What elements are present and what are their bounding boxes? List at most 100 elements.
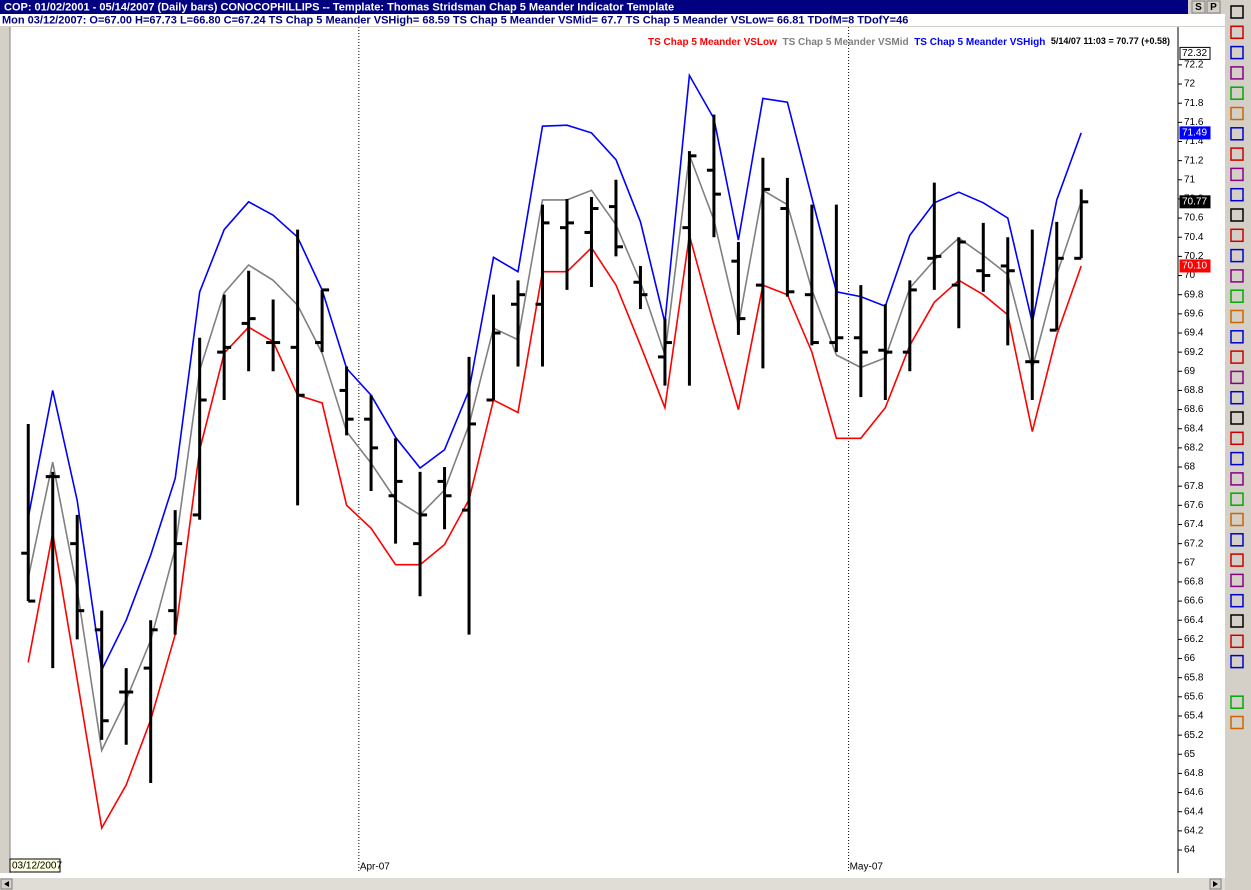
y-tick-label: 69.4 [1184,328,1204,339]
toolbar-icon[interactable] [1230,248,1244,263]
y-tick-label: 67.4 [1184,519,1204,530]
header-button[interactable] [1191,0,1206,14]
y-tick-label: 71.4 [1184,136,1204,147]
y-tick-label: 65.2 [1184,730,1204,741]
chart-title: COP: 01/02/2001 - 05/14/2007 (Daily bars… [4,1,674,13]
toolbar-icon[interactable] [1230,451,1244,466]
y-tick-label: 72.2 [1184,60,1204,71]
toolbar-icon[interactable] [1230,350,1244,364]
y-tick-label: 67.6 [1184,500,1204,511]
toolbar-icon[interactable] [1230,390,1244,405]
price-marker [1179,126,1211,140]
data-window: Mon 03/12/2007: O=67.00 H=67.73 L=66.80 … [2,14,908,26]
price-marker-label: 70.77 [1182,196,1207,207]
scroll-left-arrow [4,881,9,887]
toolbar-icon[interactable] [1230,573,1244,588]
y-tick-label: 70.4 [1184,232,1204,243]
toolbar-icon[interactable] [1230,147,1244,161]
y-tick-label: 70.6 [1184,213,1204,224]
data-window-bg [0,14,1225,26]
toolbar-icon[interactable] [1230,309,1244,324]
y-tick-label: 69.2 [1184,347,1204,358]
toolbar-icon[interactable] [1230,86,1244,100]
y-tick-label: 65.6 [1184,691,1204,702]
y-tick-label: 66.6 [1184,596,1204,607]
legend-entry: TS Chap 5 Meander VSMid [782,37,908,48]
y-tick-label: 68.2 [1184,443,1204,454]
toolbar-icon[interactable] [1230,5,1244,19]
y-tick-label: 65.8 [1184,672,1204,683]
toolbar-icon[interactable] [1230,654,1244,669]
plot-area [10,27,1178,873]
y-tick-label: 68 [1184,462,1196,473]
indicator-line [27,235,1082,831]
legend-entry: TS Chap 5 Meander VSHigh [914,37,1045,48]
y-tick-label: 65.4 [1184,711,1204,722]
toolbar-icon[interactable] [1230,512,1244,527]
toolbar-icon[interactable] [1230,127,1244,141]
y-tick-label: 68.6 [1184,404,1204,415]
toolbar-icon[interactable] [1230,431,1244,446]
toolbar-icon[interactable] [1230,45,1244,60]
toolbar-icon[interactable] [1230,593,1244,608]
toolbar-icon[interactable] [1230,187,1244,202]
toolbar-icon[interactable] [1230,106,1244,121]
y-tick-label: 64.4 [1184,806,1204,817]
scrollbar[interactable] [0,878,1225,890]
indicator-line [27,154,1082,754]
toolbar-icon[interactable] [1230,634,1244,649]
toolbar-icon[interactable] [1230,228,1244,243]
toolbar-icon[interactable] [1230,167,1244,182]
price-marker [1179,195,1211,209]
y-tick-label: 68.4 [1184,423,1204,434]
toolbar-icon[interactable] [1230,289,1244,303]
header-button-label: S [1195,2,1202,13]
toolbar-icon[interactable] [1230,25,1244,40]
toolbar-icon[interactable] [1230,411,1244,425]
x-tick-label: May-07 [850,862,884,873]
toolbar-icon[interactable] [1230,208,1244,222]
toolbar-icon[interactable] [1230,553,1244,567]
y-tick-label: 71 [1184,174,1196,185]
y-tick-label: 67.2 [1184,538,1204,549]
toolbar-icon[interactable] [1230,492,1244,506]
scroll-right-arrow [1213,881,1218,887]
y-tick-label: 66.4 [1184,615,1204,626]
toolbar-icon[interactable] [1230,370,1244,385]
y-tick-label: 65 [1184,749,1196,760]
x-tick-label: Apr-07 [360,862,390,873]
price-marker-label: 72.32 [1182,48,1207,59]
toolbar-icon[interactable] [1230,695,1244,709]
legend: TS Chap 5 Meander VSLow TS Chap 5 Meande… [648,36,1170,47]
header-button[interactable] [1206,0,1221,14]
toolbar-icon[interactable] [1230,330,1244,344]
y-tick-label: 64.6 [1184,787,1204,798]
toolbar-icon[interactable] [1230,614,1244,628]
price-marker [1179,46,1211,60]
y-tick-label: 69.6 [1184,308,1204,319]
toolbar-icon[interactable] [1230,715,1244,730]
y-tick-label: 66 [1184,653,1196,664]
toolbar-icon[interactable] [1230,472,1244,486]
price-marker-label: 70.10 [1182,261,1207,272]
toolbar-bg [1225,0,1251,878]
y-tick-label: 70.2 [1184,251,1204,262]
legend-entry: TS Chap 5 Meander VSLow [648,37,777,48]
y-tick-label: 64.8 [1184,768,1204,779]
y-tick-label: 67.8 [1184,481,1204,492]
y-tick-label: 72 [1184,79,1196,90]
y-tick-label: 67 [1184,557,1196,568]
toolbar-icon[interactable] [1230,533,1244,547]
start-date-label: 03/12/2007 [12,861,62,872]
last-quote: 5/14/07 11:03 = 70.77 (+0.58) [1051,36,1170,46]
toolbar-icon[interactable] [1230,66,1244,80]
price-marker [1179,259,1211,273]
y-tick-label: 71.8 [1184,98,1204,109]
y-tick-label: 66.2 [1184,634,1204,645]
bottom-bg [0,873,1225,878]
toolbar-icon[interactable] [1230,269,1244,283]
y-tick-label: 70 [1184,270,1196,281]
y-tick-label: 66.8 [1184,577,1204,588]
